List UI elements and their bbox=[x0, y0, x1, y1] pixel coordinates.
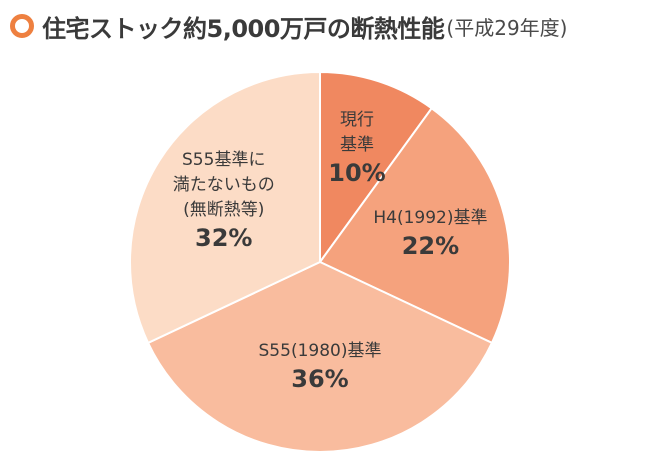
slice-name: (無断熱等) bbox=[183, 200, 264, 220]
slice-name: H4(1992)基準 bbox=[373, 208, 487, 228]
chart-title-subtitle: (平成29年度) bbox=[446, 15, 568, 40]
circle-bullet-icon bbox=[10, 14, 34, 38]
slice-name: 基準 bbox=[340, 135, 374, 155]
pie-slice bbox=[319, 70, 434, 266]
slice-percentage: 36% bbox=[291, 365, 348, 393]
pie-slice bbox=[129, 70, 321, 345]
slice-name: 現行 bbox=[340, 110, 374, 130]
chart-title-main: 住宅ストック約5,000万戸の断熱性能 bbox=[42, 14, 445, 43]
chart-title: 住宅ストック約5,000万戸の断熱性能 (平成29年度) bbox=[10, 6, 567, 46]
slice-name: S55(1980)基準 bbox=[259, 341, 382, 361]
pie-slice bbox=[146, 260, 494, 453]
slice-percentage: 22% bbox=[402, 232, 459, 260]
slice-label: S55(1980)基準 36% bbox=[259, 341, 382, 393]
slice-percentage: 32% bbox=[195, 224, 252, 252]
slice-label: H4(1992)基準 22% bbox=[373, 208, 487, 260]
slice-name: 満たないもの bbox=[173, 175, 275, 195]
slice-percentage: 10% bbox=[328, 159, 385, 187]
slice-name: S55基準に bbox=[182, 150, 265, 170]
pie-slices bbox=[129, 70, 511, 453]
